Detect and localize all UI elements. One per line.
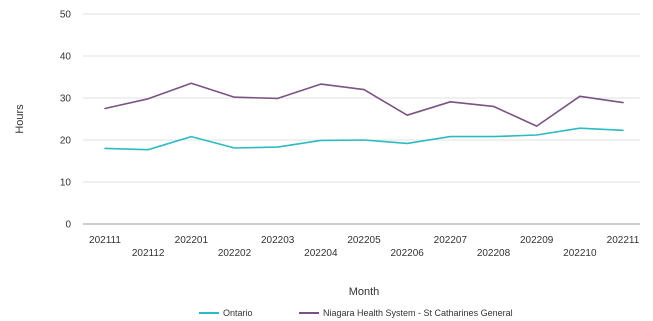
y-tick-label: 10 [60,178,72,189]
x-tick-label: 202204 [304,248,338,259]
series-line-ontario [104,127,624,151]
x-tick-label: 202205 [347,235,381,246]
y-axis-ticks: 0 10 20 30 40 50 [60,10,72,231]
x-tick-label: 202111 [89,235,121,246]
x-tick-label: 202112 [132,248,165,259]
x-axis-ticks: 202111 202112 202201 202202 202203 202204 2022… [89,235,640,259]
x-tick-label: 202201 [175,235,209,246]
x-tick-label: 202206 [390,248,424,259]
y-tick-label: 50 [60,10,72,21]
legend: Ontario Niagara Health System - St Cathar… [199,308,513,318]
x-tick-label: 202203 [261,235,295,246]
y-tick-label: 30 [60,94,72,105]
series-lines [104,82,624,151]
x-tick-label: 202207 [434,235,468,246]
x-tick-label: 202211 [607,235,640,246]
legend-label: Ontario [223,308,253,318]
legend-label: Niagara Health System - St Catharines Ge… [323,308,513,318]
x-axis-title: Month [349,286,380,298]
x-tick-label: 202202 [218,248,252,259]
x-tick-label: 202209 [520,235,554,246]
series-line-niagara [104,82,624,127]
y-tick-label: 0 [65,220,71,231]
x-tick-label: 202210 [563,248,597,259]
y-tick-label: 40 [60,52,72,63]
y-axis-title: Hours [14,104,26,134]
y-tick-label: 20 [60,136,72,147]
gridlines [83,13,640,225]
x-tick-label: 202208 [477,248,511,259]
